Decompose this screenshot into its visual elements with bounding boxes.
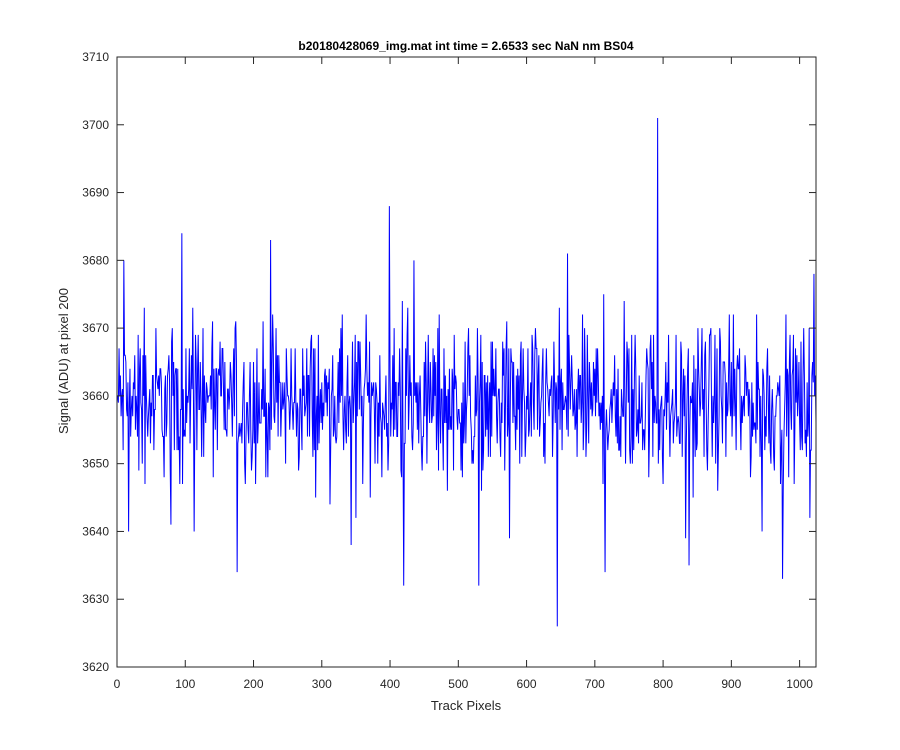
x-tick-label: 500 <box>448 677 468 691</box>
x-tick-label: 400 <box>380 677 400 691</box>
series-line <box>117 117 817 627</box>
x-tick-label: 700 <box>585 677 605 691</box>
y-tick-label: 3700 <box>82 118 109 132</box>
y-tick-label: 3670 <box>82 321 109 335</box>
y-tick-label: 3630 <box>82 592 109 606</box>
chart-title: b20180428069_img.mat int time = 2.6533 s… <box>298 39 634 53</box>
x-tick-label: 100 <box>175 677 195 691</box>
y-tick-label: 3660 <box>82 389 109 403</box>
axes: 0 100 200 300 400 500 600 700 800 900 1000 3620 3630… <box>82 50 817 691</box>
y-tick-label: 3710 <box>82 50 109 64</box>
x-tick-label: 0 <box>114 677 121 691</box>
x-tick-label: 1000 <box>786 677 813 691</box>
axes-box <box>116 56 817 668</box>
plot-area <box>117 117 817 627</box>
x-axis-label: Track Pixels <box>431 698 502 713</box>
x-tick-label: 800 <box>653 677 673 691</box>
x-tick-label: 600 <box>517 677 537 691</box>
y-tick-label: 3690 <box>82 186 109 200</box>
x-tick-label: 900 <box>721 677 741 691</box>
y-tick-label: 3640 <box>82 524 109 538</box>
y-axis-label: Signal (ADU) at pixel 200 <box>56 288 71 434</box>
x-tick-label: 300 <box>312 677 332 691</box>
y-tick-label: 3680 <box>82 253 109 267</box>
y-tick-label: 3620 <box>82 660 109 674</box>
y-tick-label: 3650 <box>82 457 109 471</box>
x-tick-label: 200 <box>244 677 264 691</box>
